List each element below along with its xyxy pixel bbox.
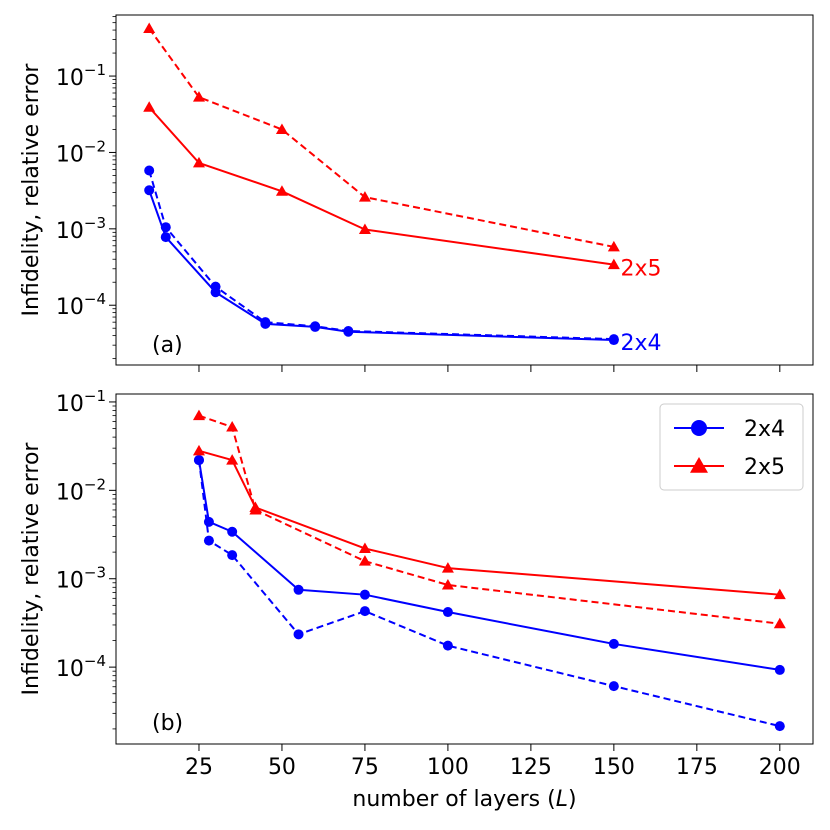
data-point-2x4-infidelity <box>774 664 785 675</box>
y-tick-label: 10−3 <box>56 214 106 244</box>
data-point-2x4-infidelity <box>359 589 370 600</box>
data-point-2x5-infidelity <box>773 588 786 600</box>
y-tick-label: 10−4 <box>56 652 106 682</box>
data-point-2x5-infidelity <box>226 454 239 465</box>
data-point-2x4-infidelity <box>227 526 238 537</box>
y-tick-label: 10−2 <box>56 475 106 505</box>
y-tick-label: 10−4 <box>56 290 106 320</box>
data-point-2x5-infidelity <box>275 185 288 196</box>
data-point-2x5-relative-error <box>441 578 454 590</box>
data-point-2x5-infidelity <box>143 101 156 112</box>
series-line-2x5-infidelity <box>148 106 614 266</box>
y-tick-label: 10−3 <box>56 564 106 594</box>
x-axis-label: number of layers (L) <box>352 787 576 812</box>
data-point-2x4-relative-error <box>774 721 785 732</box>
series-line-2x5-infidelity <box>198 449 780 596</box>
data-point-2x4-relative-error <box>343 325 354 336</box>
data-point-2x4-infidelity <box>442 607 453 618</box>
x-tick-label: 200 <box>759 755 801 780</box>
x-tick-label: 175 <box>676 755 718 780</box>
panel-a: 10−1 10−2 10−3 10−4 2x5 2x4 (a) Infidelity, rel… <box>19 14 814 372</box>
data-point-2x4-relative-error <box>359 606 370 617</box>
data-point-2x4-relative-error <box>310 321 321 332</box>
data-point-2x4-relative-error <box>144 165 155 176</box>
data-point-2x4-relative-error <box>227 550 238 561</box>
data-point-2x4-relative-error <box>293 629 304 640</box>
data-point-2x5-infidelity <box>192 444 205 456</box>
data-point-2x4-infidelity <box>160 232 171 243</box>
axes-frame <box>115 393 814 745</box>
y-tick-label: 10−1 <box>56 387 106 417</box>
data-point-2x4-relative-error <box>608 681 619 692</box>
y-axis-label: Infidelity, relative error <box>19 442 44 696</box>
data-point-2x5-infidelity <box>358 223 371 235</box>
legend-marker-triangle <box>690 457 708 473</box>
data-point-2x5-relative-error <box>607 240 620 252</box>
y-tick-label: 10−2 <box>56 137 106 167</box>
legend: 2x4 2x5 <box>659 403 804 491</box>
series-line-2x4-infidelity <box>148 189 614 342</box>
y-tick-label: 10−1 <box>56 61 106 91</box>
data-point-2x5-relative-error <box>358 555 371 566</box>
x-tick-label: 100 <box>427 755 469 780</box>
data-point-2x5-infidelity <box>441 562 454 573</box>
data-point-2x4-relative-error <box>193 455 204 466</box>
data-point-2x5-infidelity <box>607 258 620 270</box>
x-tick-label: 125 <box>510 755 552 780</box>
data-point-2x4-relative-error <box>160 222 171 233</box>
axes-frame <box>115 14 814 366</box>
legend-label: 2x5 <box>744 455 785 480</box>
data-point-2x5-relative-error <box>192 91 205 102</box>
series-line-2x5-relative-error <box>148 27 615 248</box>
data-point-2x5-relative-error <box>226 421 239 432</box>
y-axis-label: Infidelity, relative error <box>19 63 44 317</box>
x-tick-label: 50 <box>268 755 296 780</box>
data-point-2x4-relative-error <box>442 640 453 651</box>
series-line-2x5-relative-error <box>198 414 780 625</box>
data-point-2x4-relative-error <box>203 535 214 546</box>
data-point-2x5-relative-error <box>773 617 786 629</box>
data-point-2x4-infidelity <box>144 185 155 196</box>
data-point-2x5-relative-error <box>143 22 156 33</box>
data-point-2x4-relative-error <box>608 334 619 345</box>
data-point-2x5-relative-error <box>275 123 288 134</box>
annotation-label: 2x4 <box>620 331 661 356</box>
x-tick-label: 150 <box>593 755 635 780</box>
legend-marker-circle <box>691 420 707 436</box>
panel-label: (b) <box>152 711 183 736</box>
annotation-label: 2x5 <box>620 257 661 282</box>
data-point-2x5-relative-error <box>249 503 262 515</box>
x-tick-label: 25 <box>185 755 213 780</box>
data-point-2x4-relative-error <box>210 281 221 292</box>
data-point-2x5-infidelity <box>358 542 371 553</box>
series-line-2x4-infidelity <box>197 459 780 671</box>
panel-label: (a) <box>152 333 183 358</box>
series-line-2x4-relative-error <box>197 459 781 728</box>
data-point-2x5-relative-error <box>358 191 371 202</box>
data-point-2x4-relative-error <box>260 317 271 328</box>
data-point-2x4-infidelity <box>293 584 304 595</box>
data-point-2x5-infidelity <box>192 156 205 168</box>
x-tick-label: 75 <box>351 755 379 780</box>
panel-b: 10−1 10−2 10−3 10−4 25 50 75 100 125 150 175 200 (b)… <box>19 387 814 812</box>
data-point-2x5-relative-error <box>192 409 205 421</box>
data-point-2x4-infidelity <box>608 638 619 649</box>
legend-label: 2x4 <box>744 417 785 442</box>
